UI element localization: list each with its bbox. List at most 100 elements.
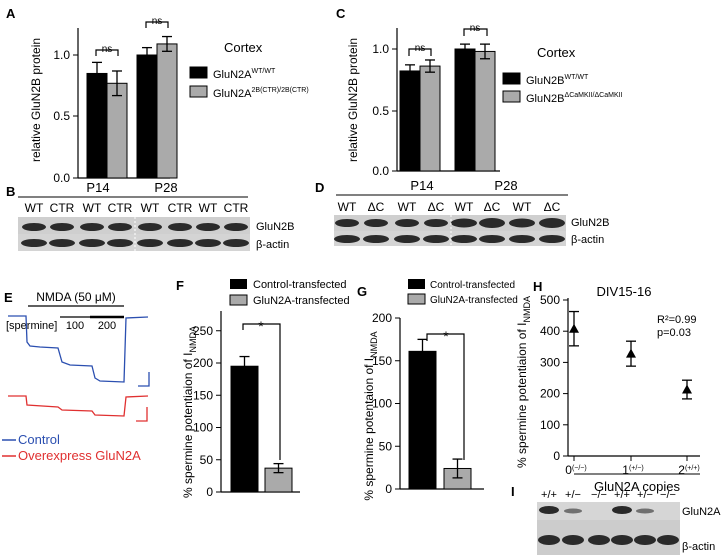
panel-e-spermine-label: [spermine] xyxy=(6,320,57,332)
panel-e-drug-label: NMDA (50 μM) xyxy=(36,290,116,304)
panel-b-group-1: P14 xyxy=(86,180,109,195)
panel-d-lane-6: ΔC xyxy=(484,200,501,214)
panel-i-blot: +/+ +/− −/− +/+ +/− −/− GluN2A β-actin xyxy=(537,489,721,555)
panel-i-band-actin: β-actin xyxy=(682,541,715,553)
panel-letter-c: C xyxy=(336,6,346,21)
panel-g-chart: % spermine potentaion of INMDA 0 50 100 150… xyxy=(362,279,518,501)
panel-b-lane-6: CTR xyxy=(168,201,193,215)
panel-c-legend-1: GluN2BWT/WT xyxy=(526,74,589,87)
panel-h-stat-r2: R²=0.99 xyxy=(657,314,696,326)
panel-letter-a: A xyxy=(6,6,16,21)
panel-d-blot: P14 P28 WT ΔC WT ΔC WT ΔC WT ΔC GluN2B β… xyxy=(334,178,610,246)
panel-c-ytick-1: 0.5 xyxy=(372,104,389,118)
panel-letter-h: H xyxy=(533,279,542,294)
panel-i-lane-2: +/− xyxy=(565,489,581,501)
panel-f-ytick-5: 250 xyxy=(193,324,213,338)
panel-d-group-1: P14 xyxy=(410,178,433,193)
panel-g-legend-1: Control-transfected xyxy=(430,280,515,291)
panel-f-ytick-3: 150 xyxy=(193,388,213,402)
panel-g-ytick-2: 100 xyxy=(372,397,392,411)
panel-a-ns-2: ns xyxy=(152,16,163,27)
panel-h-xlabel: GluN2A copies xyxy=(594,479,680,494)
panel-d-lane-7: WT xyxy=(513,200,532,214)
panel-h-ytick-3: 300 xyxy=(540,355,560,369)
panel-i-lane-3: −/− xyxy=(591,489,607,501)
c-bar-1-1 xyxy=(474,50,496,172)
panel-b-lane-4: CTR xyxy=(108,201,133,215)
panel-d-lane-4: ΔC xyxy=(428,200,445,214)
panel-b-lane-7: WT xyxy=(199,201,218,215)
c-bar-0-0 xyxy=(399,70,421,172)
panel-d-lane-5: WT xyxy=(455,200,474,214)
panel-i-lane-4: +/+ xyxy=(614,489,630,501)
panel-g-ytick-4: 200 xyxy=(372,311,392,325)
panel-e-conc-200: 200 xyxy=(98,320,116,332)
a-bar-0-1 xyxy=(106,82,128,179)
panel-g-ylabel: % spermine potentaion of INMDA xyxy=(362,331,379,500)
panel-a-legend-1: GluN2AWT/WT xyxy=(213,68,276,81)
panel-g-ytick-1: 50 xyxy=(379,439,393,453)
panel-g-legend-2: GluN2A-transfected xyxy=(430,295,518,306)
panel-h-chart: DIV15-16 % spermine potentiaion of INMDA… xyxy=(515,284,700,494)
panel-letter-i: I xyxy=(511,484,515,499)
control-trace xyxy=(8,315,149,383)
panel-d-band-glun2b: GluN2B xyxy=(571,217,610,229)
panel-b-lane-8: CTR xyxy=(224,201,249,215)
panel-letter-f: F xyxy=(176,278,184,293)
panel-f-ytick-1: 50 xyxy=(200,453,214,467)
panel-i-lane-6: −/− xyxy=(660,489,676,501)
panel-letter-b: B xyxy=(6,184,15,199)
panel-h-ytick-5: 500 xyxy=(540,293,560,307)
panel-e-legend-control: Control xyxy=(18,432,60,447)
panel-b-lane-2: CTR xyxy=(50,201,75,215)
panel-f-ytick-2: 100 xyxy=(193,421,213,435)
h-xtick-0: 0(−/−) xyxy=(565,463,586,477)
panel-d-group-2: P28 xyxy=(494,178,517,193)
f-bar-0 xyxy=(230,365,259,493)
panel-a-chart: relative GluN2B protein 0.0 0.5 1.0 ns n… xyxy=(29,16,309,185)
h-xtick-2: 2(+/+) xyxy=(678,463,699,477)
panel-a-ns-1: ns xyxy=(102,44,113,55)
panel-c-ns-2: ns xyxy=(470,23,481,34)
panel-h-ytick-2: 200 xyxy=(540,387,560,401)
panel-c-ytick-0: 0.0 xyxy=(372,164,389,178)
panel-h-ytick-0: 0 xyxy=(553,449,560,463)
panel-d-lane-2: ΔC xyxy=(368,200,385,214)
panel-d-lane-3: WT xyxy=(398,200,417,214)
panel-e-traces: NMDA (50 μM) [spermine] 100 200 Control … xyxy=(2,290,150,463)
panel-d-lane-8: ΔC xyxy=(544,200,561,214)
panel-d-band-actin: β-actin xyxy=(571,234,604,246)
h-xtick-1: 1(+/−) xyxy=(622,463,643,477)
panel-a-ytick-0: 0.0 xyxy=(53,171,70,185)
h-point-0 xyxy=(569,323,579,333)
panel-e-conc-100: 100 xyxy=(66,320,84,332)
panel-a-ytick-2: 1.0 xyxy=(53,48,70,62)
panel-f-legend-2: GluN2A-transfected xyxy=(253,295,350,307)
panel-f-sig: * xyxy=(258,318,264,334)
panel-letter-g: G xyxy=(357,284,367,299)
c-bar-0-1 xyxy=(419,65,441,172)
panel-c-ns-1: ns xyxy=(415,43,426,54)
panel-letter-d: D xyxy=(315,180,324,195)
panel-f-ylabel: % spermine potentiaion of INMDA xyxy=(181,326,198,498)
g-bar-0 xyxy=(408,350,437,490)
panel-h-ytick-4: 400 xyxy=(540,324,560,338)
panel-i-band-glun2a: GluN2A xyxy=(682,506,721,518)
panel-b-band-actin: β-actin xyxy=(256,239,289,251)
panel-a-legend-2: GluN2A2B(CTR)/2B(CTR) xyxy=(213,87,309,100)
panel-b-lane-3: WT xyxy=(83,201,102,215)
panel-c-chart: relative GluN2B protein 0.0 0.5 1.0 ns n… xyxy=(346,23,623,178)
panel-h-title: DIV15-16 xyxy=(597,284,652,299)
h-point-2 xyxy=(682,384,692,394)
panel-a-region: Cortex xyxy=(224,40,263,55)
panel-c-ylabel: relative GluN2B protein xyxy=(346,38,360,162)
panel-f-ytick-4: 200 xyxy=(193,356,213,370)
panel-e-legend-overexpress: Overexpress GluN2A xyxy=(18,448,141,463)
c-bar-1-0 xyxy=(454,48,476,172)
a-bar-1-1 xyxy=(156,43,178,179)
panel-b-blot: P14 P28 WT CTR WT CTR WT CTR WT CTR GluN… xyxy=(18,180,295,251)
panel-c-region: Cortex xyxy=(537,45,576,60)
a-bar-0-0 xyxy=(86,72,108,179)
panel-i-lane-5: +/− xyxy=(637,489,653,501)
panel-b-lane-1: WT xyxy=(25,201,44,215)
